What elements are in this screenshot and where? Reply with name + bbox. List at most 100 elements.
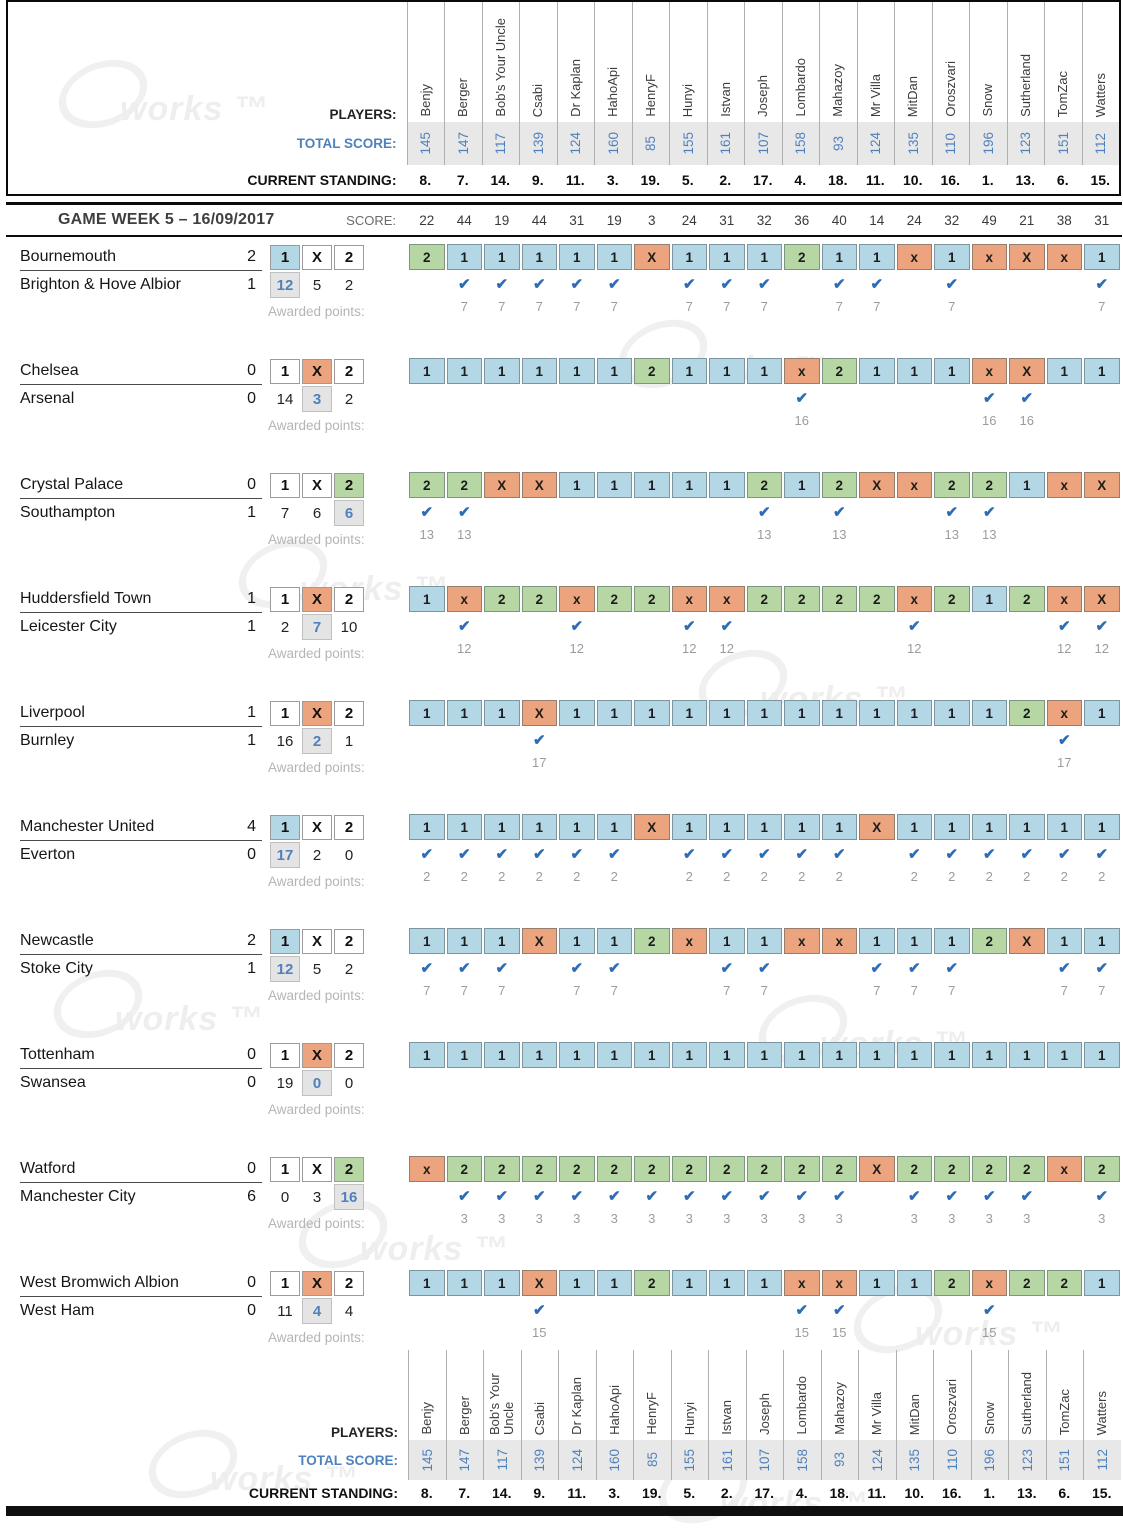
empty-check-cell bbox=[633, 500, 671, 527]
empty-points-cell bbox=[858, 1097, 896, 1117]
empty-check-cell bbox=[633, 272, 671, 299]
prediction-cell: 2 bbox=[746, 1156, 782, 1182]
correct-check-icon: ✔ bbox=[1095, 618, 1109, 635]
total-score-value: 123 bbox=[1019, 1448, 1035, 1472]
prediction-cell: 1 bbox=[821, 1042, 857, 1068]
empty-points-cell bbox=[821, 641, 859, 661]
prediction-cell: 2 bbox=[896, 1156, 932, 1182]
prediction-cell: 1 bbox=[934, 814, 970, 840]
correct-check-icon: ✔ bbox=[495, 1188, 509, 1205]
correct-check-icon: ✔ bbox=[682, 276, 696, 293]
odds-value: 7 bbox=[280, 504, 290, 522]
total-score-cell: 161 bbox=[708, 1440, 746, 1480]
prediction-cell: x bbox=[709, 586, 745, 612]
match-row: Chelsea 0 1 X 2 Arsenal 0 14 3 2 Awarded points: 1 1… bbox=[6, 358, 1122, 436]
outcome-header-cell: X bbox=[302, 1043, 332, 1068]
prediction-cell: 2 bbox=[484, 586, 520, 612]
away-team-line: Swansea 0 bbox=[20, 1069, 262, 1097]
awarded-points-value: 2 bbox=[798, 869, 806, 884]
awarded-points-value: 3 bbox=[1023, 1211, 1031, 1226]
player-name: Bob's Your Uncle bbox=[488, 1373, 517, 1435]
standings-header: PLAYERS: TOTAL SCORE: CURRENT STANDING: Ben… bbox=[6, 0, 1121, 196]
correct-check-icon: ✔ bbox=[420, 960, 434, 977]
empty-check-cell bbox=[971, 728, 1009, 755]
prediction-cell: 1 bbox=[559, 814, 595, 840]
prediction-cell: 2 bbox=[971, 472, 1007, 498]
week-score-value: 14 bbox=[869, 212, 885, 228]
empty-check-cell bbox=[558, 386, 596, 413]
away-team-score: 1 bbox=[247, 276, 256, 293]
awarded-points-value: 13 bbox=[944, 527, 959, 542]
awarded-points-label: Awarded points: bbox=[268, 1330, 365, 1345]
prediction-cell: 1 bbox=[671, 1270, 707, 1296]
correct-check-icon: ✔ bbox=[570, 1188, 584, 1205]
total-score-label-row: TOTAL SCORE: bbox=[6, 1440, 408, 1480]
awarded-points-value: 7 bbox=[460, 983, 468, 998]
empty-points-cell bbox=[896, 1325, 934, 1345]
empty-check-cell bbox=[408, 1184, 446, 1211]
prediction-cell: x bbox=[559, 586, 595, 612]
prediction-cell: 1 bbox=[746, 928, 782, 954]
player-column: Lombardo bbox=[781, 2, 820, 122]
empty-points-cell bbox=[596, 1097, 634, 1117]
prediction-cell: 1 bbox=[934, 1042, 970, 1068]
week-score-value: 32 bbox=[944, 212, 960, 228]
prediction-cell: 2 bbox=[934, 1270, 970, 1296]
awarded-points-value: 7 bbox=[948, 299, 956, 314]
home-team-line: Newcastle 2 bbox=[20, 928, 262, 955]
correct-check-icon: ✔ bbox=[1095, 276, 1109, 293]
player-column: Csabi bbox=[520, 1350, 559, 1440]
prediction-cell: 1 bbox=[446, 814, 482, 840]
player-column: Dr Kaplan bbox=[558, 1350, 596, 1440]
prediction-cell: 1 bbox=[784, 472, 820, 498]
correct-check-icon: ✔ bbox=[832, 1302, 846, 1319]
player-column: Snow bbox=[969, 2, 1007, 122]
correct-checks-row: ✔ ✔ ✔ ✔ ✔ ✔ ✔ ✔ ✔ ✔ ✔ ✔ ✔ ✔ ✔ ✔ bbox=[408, 1184, 1121, 1211]
empty-check-cell bbox=[446, 386, 484, 413]
empty-check-cell bbox=[1008, 956, 1046, 983]
match-away-row: Brighton & Hove Albior 1 12 5 2 bbox=[20, 271, 408, 299]
empty-points-cell bbox=[633, 1097, 671, 1117]
away-team-name: West Ham bbox=[20, 1302, 95, 1319]
week-score-value: 31 bbox=[569, 212, 585, 228]
points-row: 13 13 13 13 13 13 bbox=[408, 527, 1121, 547]
empty-check-cell bbox=[821, 386, 859, 413]
empty-points-cell bbox=[483, 755, 521, 775]
empty-points-cell bbox=[1083, 755, 1121, 775]
empty-points-cell bbox=[821, 413, 859, 433]
empty-check-cell bbox=[483, 614, 521, 641]
prediction-cell: X bbox=[521, 1270, 557, 1296]
awarded-points-value: 12 bbox=[682, 641, 697, 656]
prediction-cell: 1 bbox=[634, 472, 670, 498]
odds-value: 0 bbox=[344, 846, 354, 864]
odds-value: 17 bbox=[270, 842, 300, 868]
prediction-cell: 2 bbox=[1009, 1156, 1045, 1182]
prediction-cell: 1 bbox=[559, 472, 595, 498]
points-row: 7 7 7 7 7 7 7 7 7 7 7 7 bbox=[408, 299, 1121, 319]
empty-points-cell bbox=[1008, 983, 1046, 1003]
empty-check-cell bbox=[1046, 1184, 1084, 1211]
empty-check-cell bbox=[633, 1070, 671, 1097]
correct-checks-row: ✔ ✔ ✔ ✔ ✔ ✔ ✔ ✔ ✔ ✔ ✔ ✔ bbox=[408, 956, 1121, 983]
player-column: Hunyi bbox=[669, 2, 707, 122]
prediction-cell: 1 bbox=[521, 814, 557, 840]
outcome-header-cell: 2 bbox=[334, 1271, 364, 1296]
prediction-cell: 2 bbox=[596, 1156, 632, 1182]
prediction-cell: x bbox=[671, 586, 707, 612]
player-column: Sutherland bbox=[1006, 2, 1045, 122]
odds-row: 12 5 2 bbox=[270, 272, 366, 298]
prediction-cell: 1 bbox=[409, 586, 445, 612]
odds-value: 0 bbox=[280, 1188, 290, 1206]
empty-points-cell bbox=[1008, 299, 1046, 319]
prediction-cell: 2 bbox=[409, 244, 445, 270]
prediction-cell: 1 bbox=[559, 1270, 595, 1296]
total-score-cell: 147 bbox=[445, 1440, 483, 1480]
empty-check-cell bbox=[858, 728, 896, 755]
empty-check-cell bbox=[971, 272, 1009, 299]
awarded-points-value: 17 bbox=[532, 755, 547, 770]
correct-check-icon: ✔ bbox=[457, 618, 471, 635]
